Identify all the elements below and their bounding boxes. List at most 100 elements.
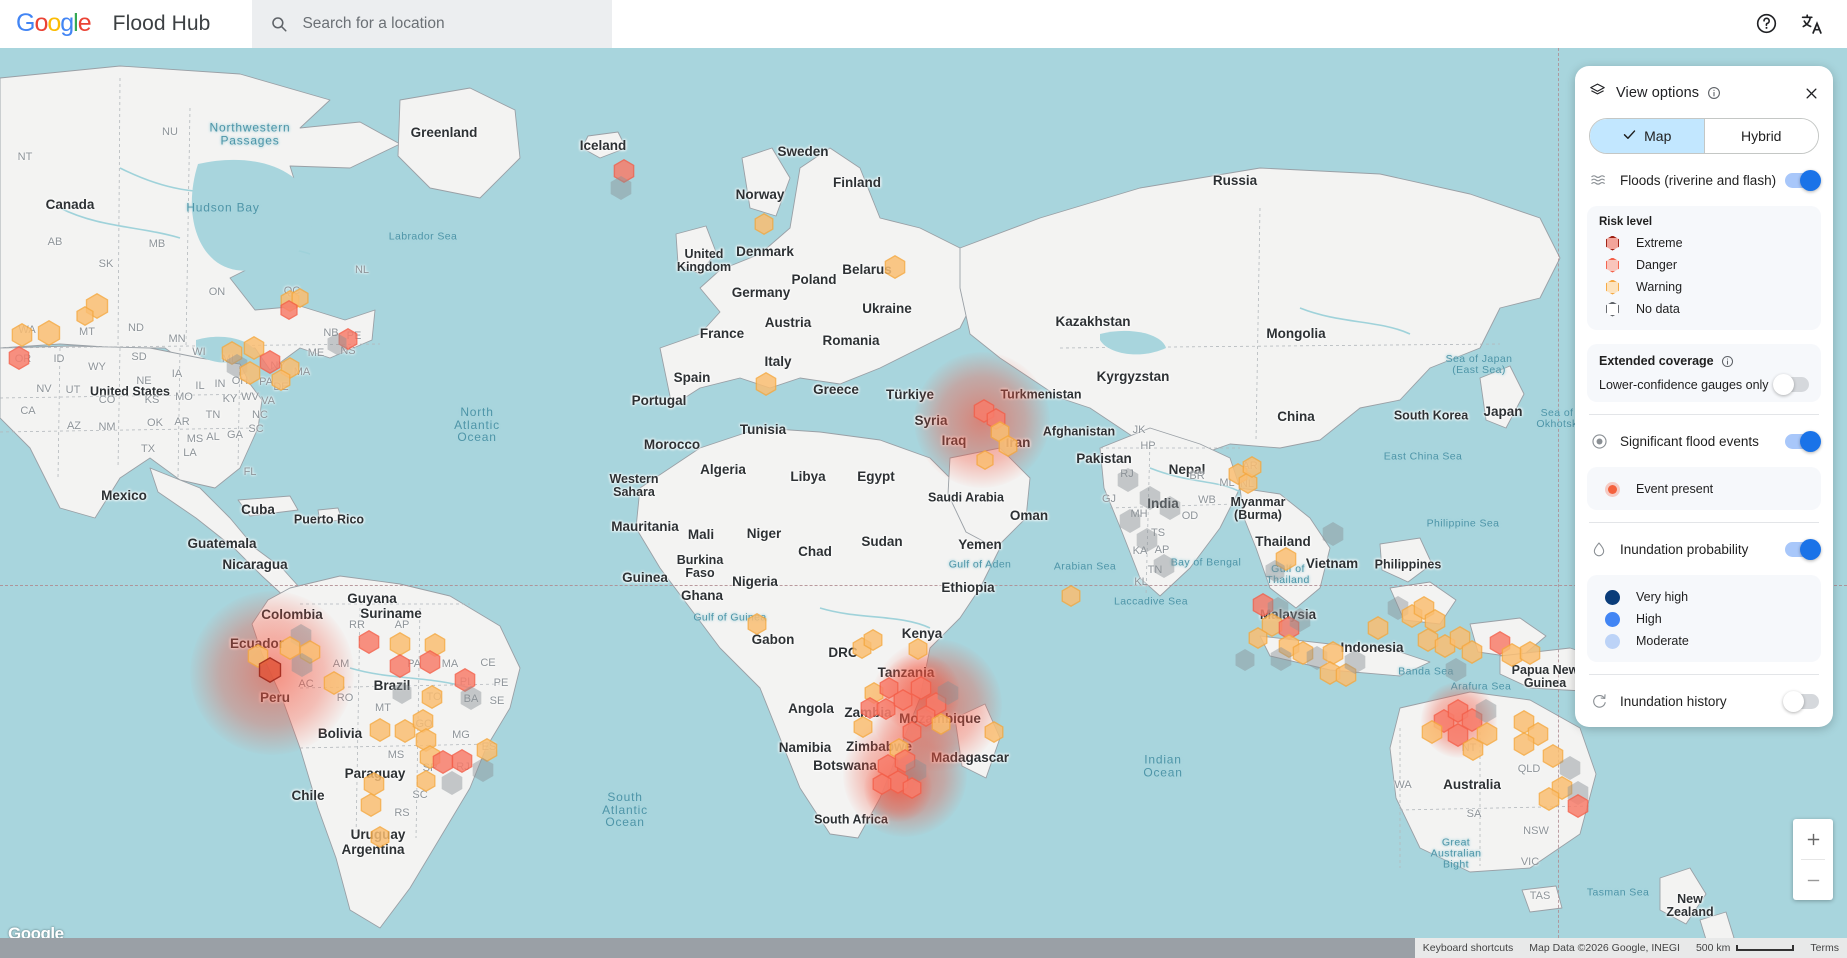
flood-risk-hex-danger[interactable] [1278,616,1300,640]
flood-risk-hex-danger[interactable] [1252,593,1274,617]
flood-risk-hex-danger[interactable] [432,750,454,774]
flood-risk-hex-warning[interactable] [1061,585,1081,607]
map-canvas[interactable]: Canada United States Mexico Guatemala Nicara… [0,48,1847,958]
flood-risk-hex-danger[interactable] [451,749,473,773]
flood-risk-hex-nodata[interactable] [460,686,482,710]
flood-risk-hex-danger[interactable] [916,705,936,727]
flood-risk-hex-warning[interactable] [984,721,1004,743]
flood-risk-hex-warning[interactable] [1275,547,1297,571]
flood-risk-hex-danger[interactable] [1461,708,1483,732]
flood-risk-hex-danger[interactable] [259,350,281,374]
flood-risk-hex-danger[interactable] [358,630,380,654]
flood-risk-hex-nodata[interactable] [610,176,632,200]
flood-risk-hex-warning[interactable] [1501,643,1523,667]
flood-risk-hex-warning[interactable] [1261,613,1283,637]
flood-risk-hex-danger[interactable] [8,346,30,370]
flood-risk-hex-warning[interactable] [243,336,265,360]
flood-risk-hex-warning[interactable] [1421,720,1443,744]
flood-risk-hex-nodata[interactable] [1117,468,1139,492]
flood-risk-hex-warning[interactable] [76,306,94,326]
flood-risk-hex-danger[interactable] [419,650,441,674]
flood-risk-hex-warning[interactable] [1248,627,1268,649]
flood-risk-hex-danger[interactable] [1567,794,1589,818]
layer-row-inundation-history[interactable]: Inundation history [1575,681,1833,721]
flood-risk-hex-danger[interactable] [389,654,411,678]
flood-risk-hex-extreme[interactable] [258,657,282,683]
flood-risk-hex-danger[interactable] [894,749,916,773]
flood-risk-hex-nodata[interactable] [905,759,927,783]
help-circle-icon[interactable] [1753,11,1779,37]
flood-risk-hex-warning[interactable] [1424,609,1446,633]
flood-risk-hex-nodata[interactable] [937,681,959,705]
flood-risk-hex-warning[interactable] [360,793,382,817]
flood-risk-hex-warning[interactable] [291,288,309,308]
flood-risk-hex-danger[interactable] [1447,723,1469,747]
flood-risk-hex-danger[interactable] [893,689,913,711]
info-icon[interactable] [1707,86,1721,100]
search-bar[interactable] [252,0,613,48]
flood-risk-hex-warning[interactable] [976,450,994,470]
flood-risk-hex-warning[interactable] [37,320,61,346]
flood-risk-hex-warning[interactable] [11,323,33,347]
flood-risk-hex-warning[interactable] [755,372,777,396]
flood-risk-hex-nodata[interactable] [1153,554,1175,578]
flood-risk-hex-warning[interactable] [369,718,391,742]
flood-risk-hex-danger[interactable] [879,677,899,699]
flood-risk-hex-warning[interactable] [853,716,873,738]
flood-risk-hex-danger[interactable] [280,300,298,320]
flood-risk-hex-warning[interactable] [1476,722,1498,746]
flood-risk-hex-warning[interactable] [998,435,1018,457]
flood-risk-hex-warning[interactable] [412,709,434,733]
flood-risk-hex-nodata[interactable] [392,682,412,704]
flood-risk-hex-nodata[interactable] [1445,658,1467,682]
flood-risk-hex-warning[interactable] [389,632,411,656]
flood-risk-hex-nodata[interactable] [1265,560,1285,582]
flood-risk-hex-warning[interactable] [221,341,243,365]
terms-link[interactable]: Terms [1802,938,1847,958]
layer-toggle-inundation-probability[interactable] [1785,538,1821,560]
lower-confidence-row[interactable]: Lower-confidence gauges only [1599,374,1809,395]
flood-risk-hex-warning[interactable] [1335,663,1357,687]
translate-icon[interactable] [1799,11,1825,37]
flood-risk-hex-danger[interactable] [877,754,899,778]
flood-risk-hex-nodata[interactable] [441,771,463,795]
layer-toggle-significant-flood-events[interactable] [1785,430,1821,452]
flood-risk-hex-nodata[interactable] [1559,756,1581,780]
flood-risk-hex-nodata[interactable] [1139,486,1161,510]
view-mode-hybrid-button[interactable]: Hybrid [1704,119,1818,153]
keyboard-shortcuts-button[interactable]: Keyboard shortcuts [1414,938,1522,958]
flood-risk-hex-warning[interactable] [931,713,951,735]
flood-risk-hex-warning[interactable] [863,629,883,651]
flood-risk-hex-nodata[interactable] [1306,646,1328,670]
flood-risk-hex-danger[interactable] [902,777,922,799]
flood-risk-hex-warning[interactable] [476,738,498,762]
flood-risk-hex-warning[interactable] [1434,634,1456,658]
flood-risk-hex-warning[interactable] [908,638,928,660]
flood-risk-hex-nodata[interactable] [1322,522,1344,546]
flood-risk-hex-danger[interactable] [454,668,476,692]
flood-risk-hex-nodata[interactable] [291,653,313,677]
flood-risk-hex-nodata[interactable] [1289,608,1311,632]
flood-risk-hex-warning[interactable] [1417,628,1439,652]
flood-risk-hex-warning[interactable] [363,772,385,796]
flood-risk-hex-warning[interactable] [754,213,774,235]
flood-risk-hex-warning[interactable] [1519,641,1541,665]
flood-risk-hex-danger[interactable] [613,159,635,183]
zoom-out-button[interactable] [1793,860,1833,900]
flood-risk-hex-nodata[interactable] [1270,647,1292,671]
lower-confidence-toggle[interactable] [1773,374,1809,395]
flood-risk-hex-warning[interactable] [1542,744,1564,768]
flood-risk-hex-nodata[interactable] [1475,699,1497,723]
layer-row-floods[interactable]: Floods (riverine and flash) [1575,160,1833,200]
layer-toggle-floods[interactable] [1785,169,1821,191]
flood-risk-hex-danger[interactable] [860,697,880,719]
flood-risk-hex-warning[interactable] [394,719,416,743]
layer-toggle-inundation-history[interactable] [1783,690,1819,712]
flood-risk-hex-warning[interactable] [239,361,261,385]
flood-risk-hex-nodata[interactable] [1159,496,1181,520]
flood-risk-hex-danger[interactable] [876,698,896,720]
flood-risk-hex-danger[interactable] [902,721,922,743]
view-mode-map-button[interactable]: Map [1590,119,1704,153]
flood-risk-hex-nodata[interactable] [1119,509,1141,533]
